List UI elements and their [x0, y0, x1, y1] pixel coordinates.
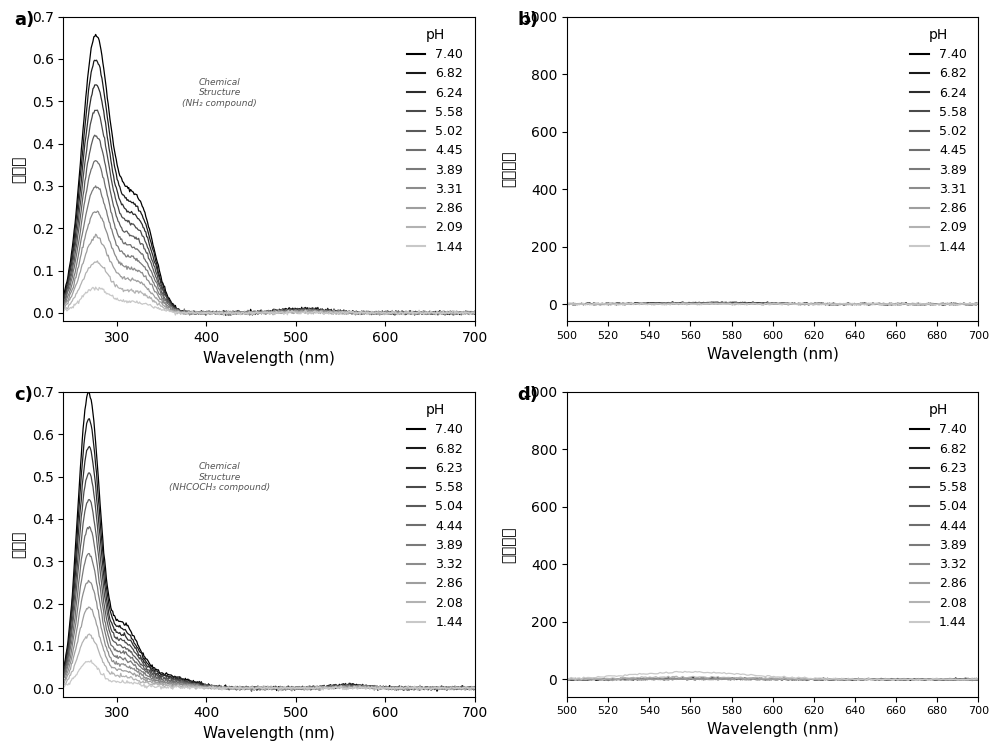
Text: b): b)	[518, 11, 539, 29]
X-axis label: Wavelength (nm): Wavelength (nm)	[203, 726, 335, 741]
Y-axis label: 荧光强度: 荧光强度	[502, 150, 517, 187]
X-axis label: Wavelength (nm): Wavelength (nm)	[203, 350, 335, 365]
Legend: 7.40, 6.82, 6.23, 5.58, 5.04, 4.44, 3.89, 3.32, 2.86, 2.08, 1.44: 7.40, 6.82, 6.23, 5.58, 5.04, 4.44, 3.89…	[402, 398, 468, 634]
Legend: 7.40, 6.82, 6.24, 5.58, 5.02, 4.45, 3.89, 3.31, 2.86, 2.09, 1.44: 7.40, 6.82, 6.24, 5.58, 5.02, 4.45, 3.89…	[905, 23, 972, 259]
Text: a): a)	[14, 11, 34, 29]
Text: Chemical
Structure
(NH₂ compound): Chemical Structure (NH₂ compound)	[182, 78, 257, 108]
Legend: 7.40, 6.82, 6.23, 5.58, 5.04, 4.44, 3.89, 3.32, 2.86, 2.08, 1.44: 7.40, 6.82, 6.23, 5.58, 5.04, 4.44, 3.89…	[905, 398, 972, 634]
X-axis label: Wavelength (nm): Wavelength (nm)	[707, 722, 839, 737]
X-axis label: Wavelength (nm): Wavelength (nm)	[707, 347, 839, 362]
Y-axis label: 荧光强度: 荧光强度	[502, 526, 517, 562]
Y-axis label: 吸光度: 吸光度	[11, 531, 26, 558]
Text: c): c)	[14, 386, 33, 404]
Text: Chemical
Structure
(NHCOCH₃ compound): Chemical Structure (NHCOCH₃ compound)	[169, 462, 270, 492]
Legend: 7.40, 6.82, 6.24, 5.58, 5.02, 4.45, 3.89, 3.31, 2.86, 2.09, 1.44: 7.40, 6.82, 6.24, 5.58, 5.02, 4.45, 3.89…	[402, 23, 468, 259]
Y-axis label: 吸光度: 吸光度	[11, 155, 26, 183]
Text: d): d)	[518, 386, 539, 404]
